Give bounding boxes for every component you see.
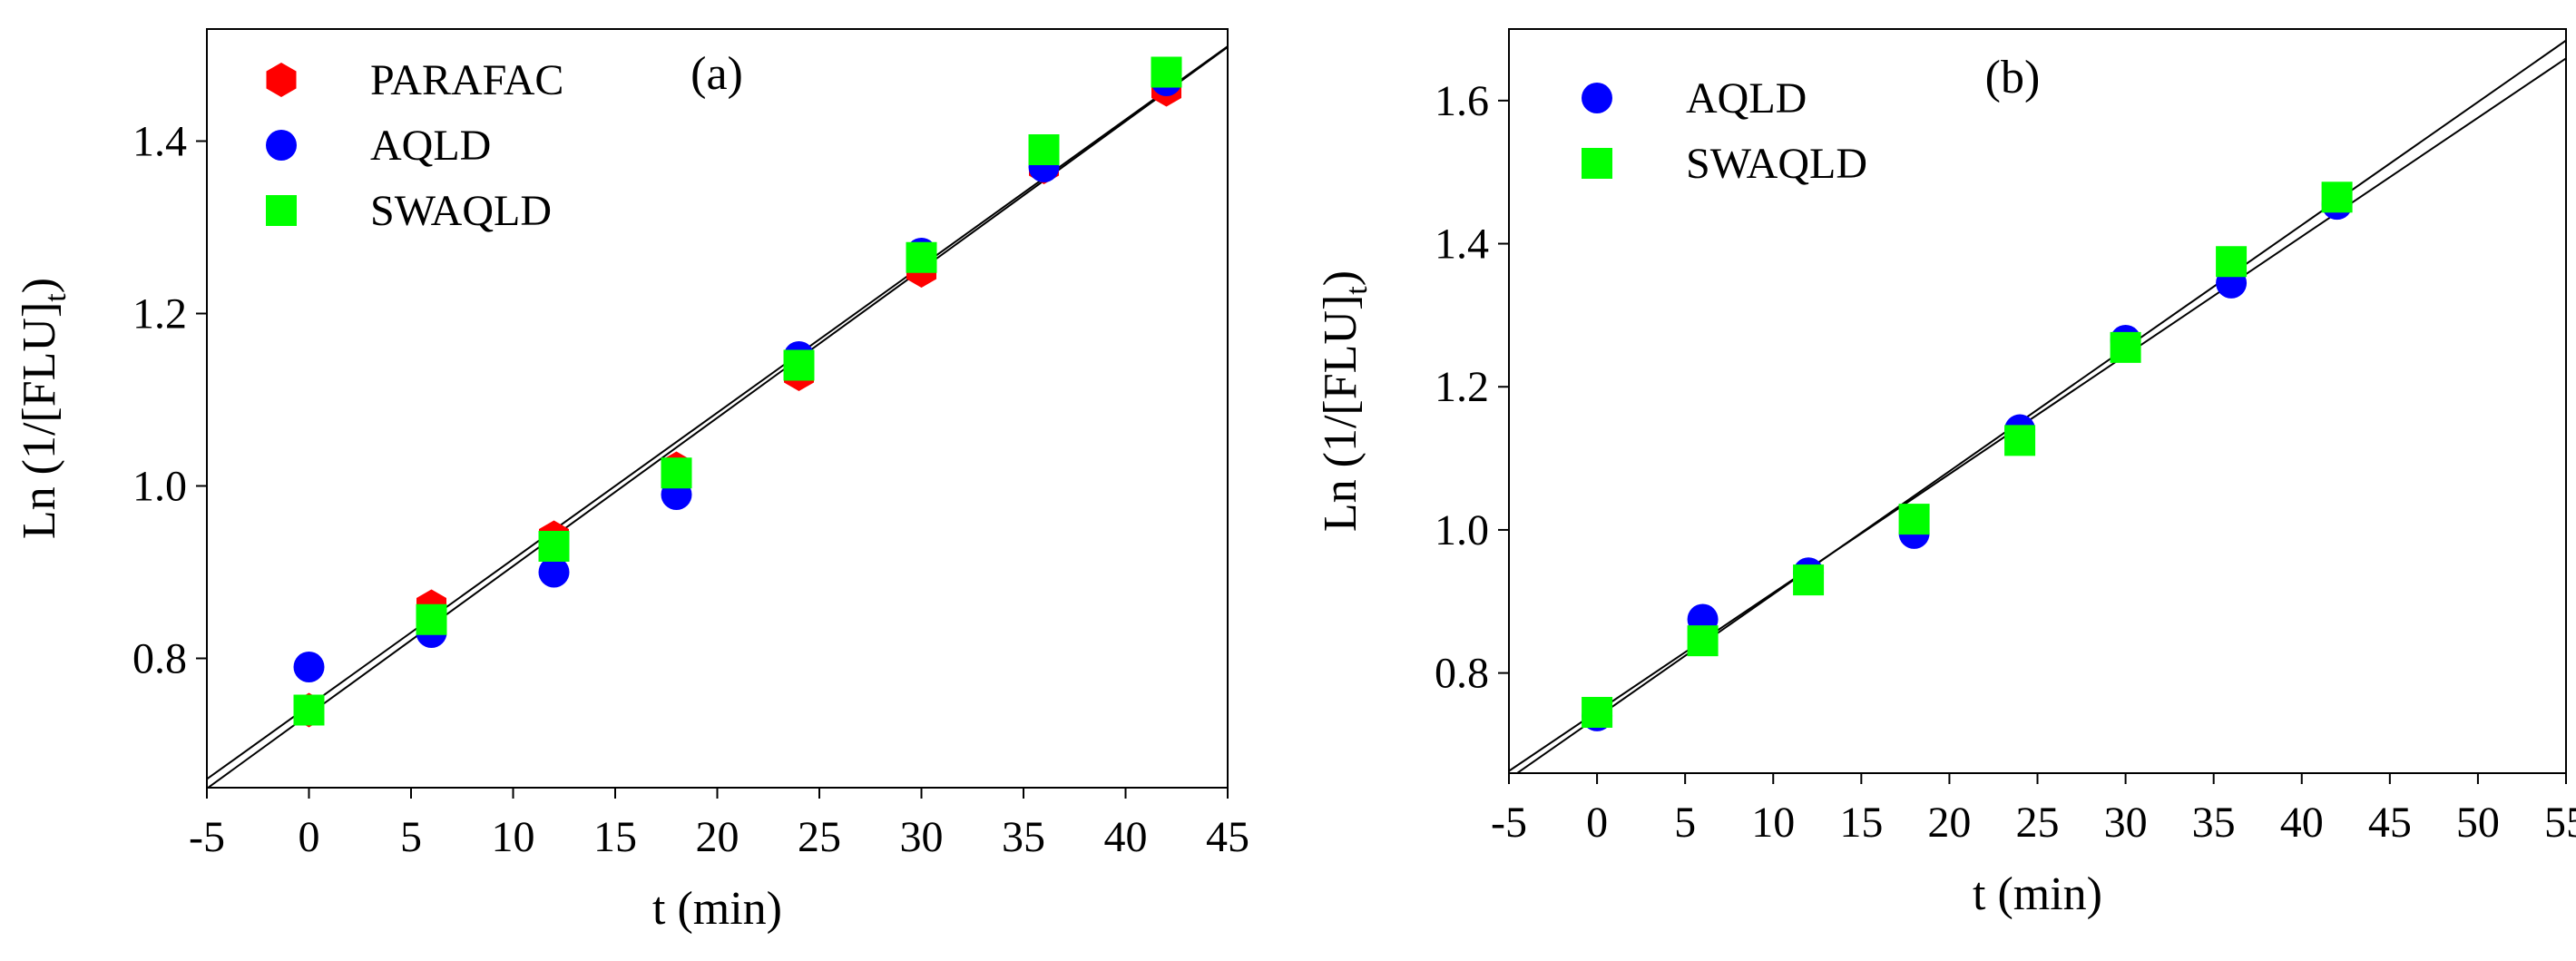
- x-tick-label: 5: [1674, 799, 1696, 847]
- y-axis-title: Ln (1/[FLU]t): [14, 278, 73, 539]
- legend-label-aqld: AQLD: [1686, 74, 1807, 123]
- x-tick-label: -5: [189, 813, 225, 861]
- data-point-swaqld: [1687, 625, 1719, 657]
- x-tick-label: 45: [1206, 813, 1249, 861]
- x-tick-label: 35: [2192, 799, 2236, 847]
- data-point-swaqld: [293, 694, 325, 726]
- y-tick-label: 1.6: [1435, 77, 1489, 125]
- x-tick-label: 40: [1104, 813, 1148, 861]
- y-tick-label: 1.4: [132, 118, 187, 166]
- data-point-swaqld: [1151, 56, 1182, 88]
- y-tick-label: 0.8: [132, 635, 187, 683]
- y-axis-title-subscript: t: [39, 293, 73, 302]
- x-tick-label: 15: [593, 813, 637, 861]
- x-tick-label: 25: [2016, 799, 2060, 847]
- y-tick-label: 1.0: [1435, 506, 1489, 554]
- fit-line: [1515, 39, 2566, 773]
- legend-marker-aqld: [1582, 83, 1612, 113]
- x-tick-label: 0: [299, 813, 320, 861]
- y-axis-title-main: Ln (1/[FLU]: [1315, 295, 1366, 532]
- data-point-swaqld: [906, 241, 937, 273]
- data-point-swaqld: [2110, 331, 2141, 363]
- data-point-swaqld: [1898, 504, 1930, 535]
- x-tick-label: -5: [1491, 799, 1527, 847]
- plot-frame: [206, 28, 1229, 789]
- data-point-aqld: [293, 652, 325, 682]
- data-point-swaqld: [661, 457, 692, 489]
- y-axis-title-close: ): [1315, 270, 1366, 286]
- legend-label-swaqld: SWAQLD: [1686, 140, 1867, 188]
- data-point-swaqld: [783, 349, 815, 381]
- y-tick-label: 1.2: [132, 290, 187, 338]
- legend-label-parafac: PARAFAC: [370, 56, 563, 104]
- y-tick-label: 1.0: [132, 463, 187, 511]
- data-points: [293, 56, 1182, 728]
- x-tick-label: 30: [2104, 799, 2148, 847]
- x-tick-label: 15: [1839, 799, 1883, 847]
- fit-lines: [1509, 39, 2566, 773]
- data-point-swaqld: [538, 531, 570, 562]
- legend-label-swaqld: SWAQLD: [370, 187, 552, 235]
- x-tick-label: 55: [2544, 799, 2576, 847]
- legend-marker-swaqld: [1582, 148, 1612, 179]
- fit-line: [207, 46, 1228, 788]
- data-points: [1582, 181, 2353, 731]
- x-tick-label: 25: [798, 813, 841, 861]
- y-axis-title-subscript: t: [1340, 286, 1374, 295]
- fit-line: [1509, 57, 2566, 772]
- x-tick-label: 5: [400, 813, 422, 861]
- fit-lines: [207, 45, 1228, 788]
- y-axis-title: Ln (1/[FLU]t): [1315, 270, 1374, 532]
- x-tick-label: 40: [2280, 799, 2324, 847]
- legend-label-aqld: AQLD: [370, 122, 491, 170]
- x-tick-label: 50: [2456, 799, 2500, 847]
- x-tick-label: 30: [900, 813, 944, 861]
- chart-panel-a: -5 0 5 10 15 20 25 30 35 40 45 0.8 1.0 1.2 1.4 t (min) L…: [14, 28, 1249, 935]
- y-tick-label: 1.4: [1435, 221, 1489, 269]
- y-axis-title-close: ): [14, 278, 65, 293]
- y-axis-title-main: Ln (1/[FLU]: [14, 302, 65, 539]
- legend-marker-aqld: [266, 130, 297, 161]
- data-point-swaqld: [416, 603, 447, 635]
- x-tick-label: 10: [1751, 799, 1795, 847]
- y-tick-label: 1.2: [1435, 363, 1489, 411]
- x-tick-label: 20: [696, 813, 739, 861]
- x-tick-label: 45: [2368, 799, 2412, 847]
- panel-label: (b): [1985, 52, 2041, 103]
- data-point-swaqld: [2004, 425, 2036, 456]
- legend-marker-parafac: [266, 63, 297, 97]
- x-tick-label: 10: [492, 813, 535, 861]
- chart-panel-b: -5 0 5 10 15 20 25 30 35 40 45 50 55 0.8 1.0 1.2 1.4 1.6 t…: [1315, 28, 2576, 920]
- x-tick-label: 35: [1002, 813, 1045, 861]
- x-axis-title: t (min): [652, 883, 782, 935]
- data-point-swaqld: [1582, 696, 1613, 728]
- plot-frame: [1508, 28, 2567, 774]
- data-point-aqld: [538, 556, 570, 588]
- data-point-swaqld: [2321, 181, 2353, 213]
- data-point-swaqld: [1793, 564, 1825, 596]
- fit-line: [207, 45, 1228, 780]
- x-tick-label: 20: [1927, 799, 1971, 847]
- legend-marker-swaqld: [266, 195, 297, 226]
- x-tick-label: 0: [1586, 799, 1608, 847]
- data-point-swaqld: [1028, 134, 1060, 165]
- panel-label: (a): [691, 48, 743, 100]
- x-axis-title: t (min): [1973, 868, 2102, 920]
- y-tick-label: 0.8: [1435, 650, 1489, 698]
- data-point-swaqld: [2216, 246, 2248, 278]
